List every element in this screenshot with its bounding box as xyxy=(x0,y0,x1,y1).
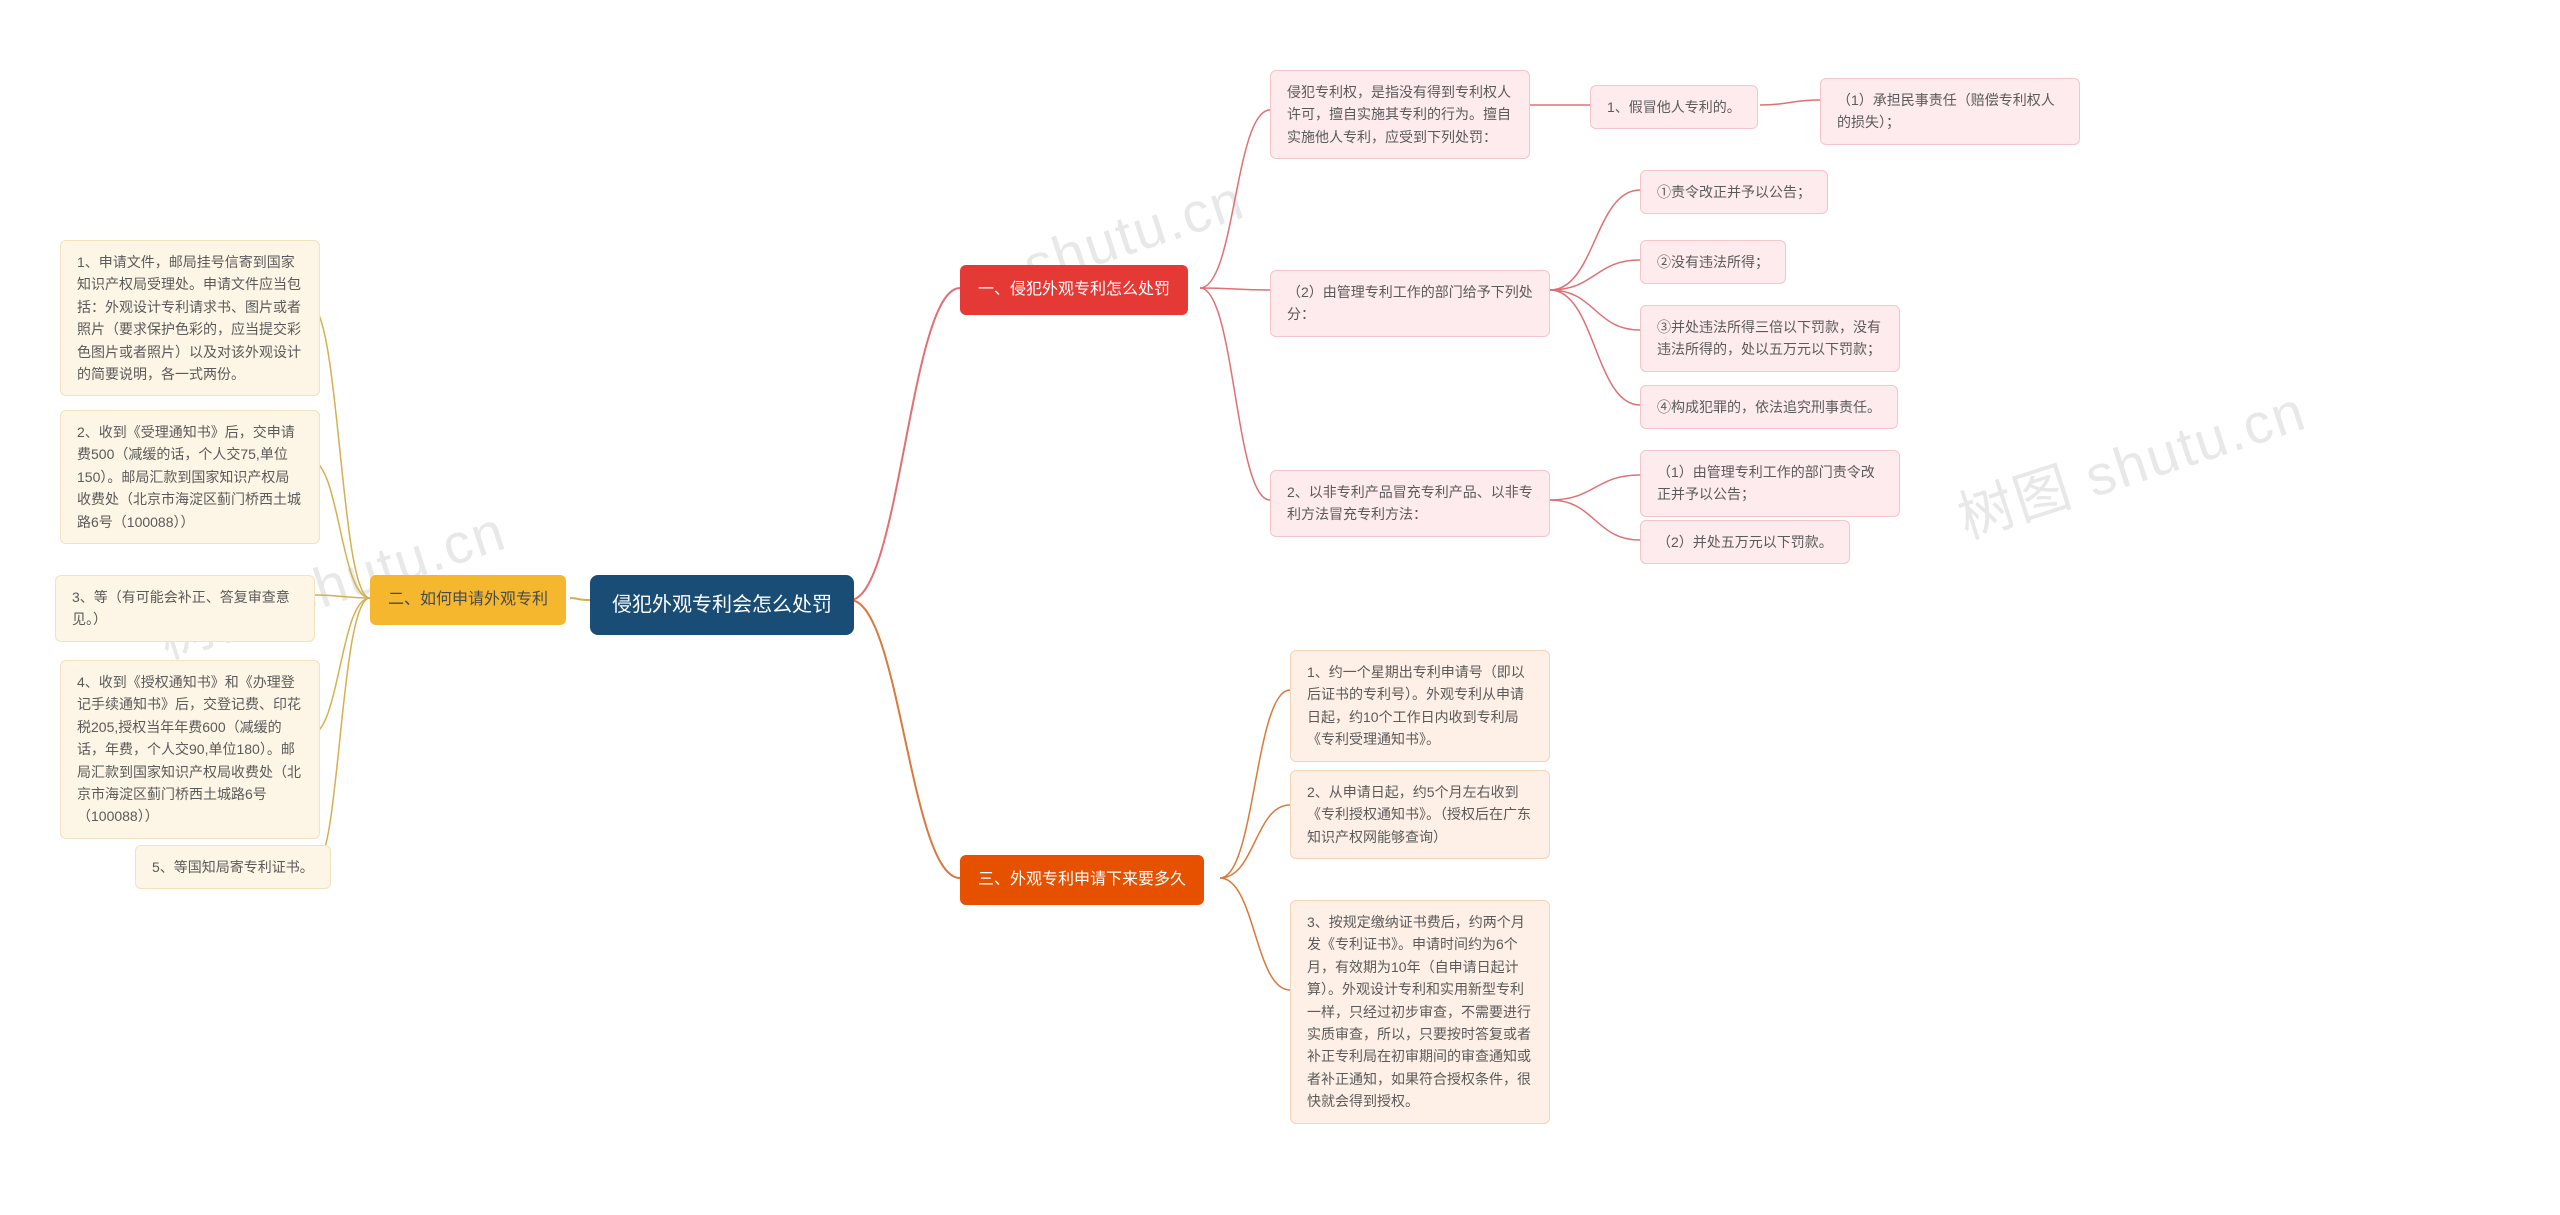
branch-1-child-1[interactable]: 侵犯专利权，是指没有得到专利权人许可，擅自实施其专利的行为。擅自实施他人专利，应… xyxy=(1270,70,1530,159)
branch-2-child-1[interactable]: 1、申请文件，邮局挂号信寄到国家知识产权局受理处。申请文件应当包括：外观设计专利… xyxy=(60,240,320,396)
branch-1-child-1-a[interactable]: 1、假冒他人专利的。 xyxy=(1590,85,1758,129)
branch-1-child-2-c[interactable]: ③并处违法所得三倍以下罚款，没有违法所得的，处以五万元以下罚款； xyxy=(1640,305,1900,372)
branch-1-child-3-a[interactable]: （1）由管理专利工作的部门责令改正并予以公告； xyxy=(1640,450,1900,517)
branch-1-child-2-a[interactable]: ①责令改正并予以公告； xyxy=(1640,170,1828,214)
branch-1-child-2[interactable]: （2）由管理专利工作的部门给予下列处分： xyxy=(1270,270,1550,337)
branch-1-child-1-a-1[interactable]: （1）承担民事责任（赔偿专利权人的损失）； xyxy=(1820,78,2080,145)
branch-2-child-5[interactable]: 5、等国知局寄专利证书。 xyxy=(135,845,331,889)
branch-1[interactable]: 一、侵犯外观专利怎么处罚 xyxy=(960,265,1188,315)
branch-3-child-3[interactable]: 3、按规定缴纳证书费后，约两个月发《专利证书》。申请时间约为6个月，有效期为10… xyxy=(1290,900,1550,1124)
branch-2-child-3[interactable]: 3、等（有可能会补正、答复审查意见。） xyxy=(55,575,315,642)
branch-1-child-2-d[interactable]: ④构成犯罪的，依法追究刑事责任。 xyxy=(1640,385,1898,429)
branch-1-child-3[interactable]: 2、以非专利产品冒充专利产品、以非专利方法冒充专利方法： xyxy=(1270,470,1550,537)
root-node[interactable]: 侵犯外观专利会怎么处罚 xyxy=(590,575,854,635)
watermark-3: 树图 shutu.cn xyxy=(1946,366,2315,555)
branch-2[interactable]: 二、如何申请外观专利 xyxy=(370,575,566,625)
branch-3-child-1[interactable]: 1、约一个星期出专利申请号（即以后证书的专利号）。外观专利从申请日起，约10个工… xyxy=(1290,650,1550,762)
branch-3-child-2[interactable]: 2、从申请日起，约5个月左右收到《专利授权通知书》。（授权后在广东知识产权网能够… xyxy=(1290,770,1550,859)
branch-3[interactable]: 三、外观专利申请下来要多久 xyxy=(960,855,1204,905)
branch-1-child-2-b[interactable]: ②没有违法所得； xyxy=(1640,240,1786,284)
branch-2-child-2[interactable]: 2、收到《受理通知书》后，交申请费500（减缓的话，个人交75,单位150）。邮… xyxy=(60,410,320,544)
branch-2-child-4[interactable]: 4、收到《授权通知书》和《办理登记手续通知书》后，交登记费、印花税205,授权当… xyxy=(60,660,320,839)
branch-1-child-3-b[interactable]: （2）并处五万元以下罚款。 xyxy=(1640,520,1850,564)
